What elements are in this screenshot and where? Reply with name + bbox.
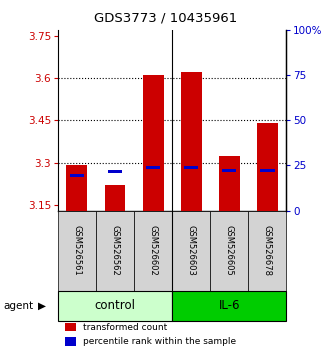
Bar [219, 155, 240, 211]
Text: GSM526605: GSM526605 [225, 225, 234, 276]
Bar [58, 291, 172, 321]
Text: agent: agent [3, 301, 33, 311]
Bar [222, 169, 236, 172]
Bar [67, 165, 87, 211]
Text: GSM526561: GSM526561 [72, 225, 81, 276]
Text: GDS3773 / 10435961: GDS3773 / 10435961 [94, 11, 237, 24]
Text: GSM526678: GSM526678 [263, 225, 272, 276]
Bar [181, 72, 202, 211]
Text: GSM526603: GSM526603 [187, 225, 196, 276]
Bar [108, 170, 122, 173]
Text: transformed count: transformed count [83, 322, 167, 332]
Bar [65, 323, 76, 331]
Bar [70, 174, 84, 177]
Bar [143, 75, 164, 211]
Text: IL-6: IL-6 [218, 299, 240, 312]
Bar [58, 211, 96, 291]
Bar [134, 211, 172, 291]
Bar [260, 169, 274, 172]
Text: percentile rank within the sample: percentile rank within the sample [83, 337, 236, 346]
Bar [146, 166, 160, 169]
Bar [248, 211, 286, 291]
Bar [96, 211, 134, 291]
Bar [210, 211, 248, 291]
Bar [172, 291, 286, 321]
Text: GSM526602: GSM526602 [149, 225, 158, 276]
Bar [257, 123, 278, 211]
Bar [105, 185, 125, 211]
Text: control: control [95, 299, 135, 312]
Text: ▶: ▶ [38, 301, 46, 311]
Bar [65, 337, 76, 346]
Bar [184, 166, 198, 169]
Text: GSM526562: GSM526562 [111, 225, 119, 276]
Bar [172, 211, 210, 291]
